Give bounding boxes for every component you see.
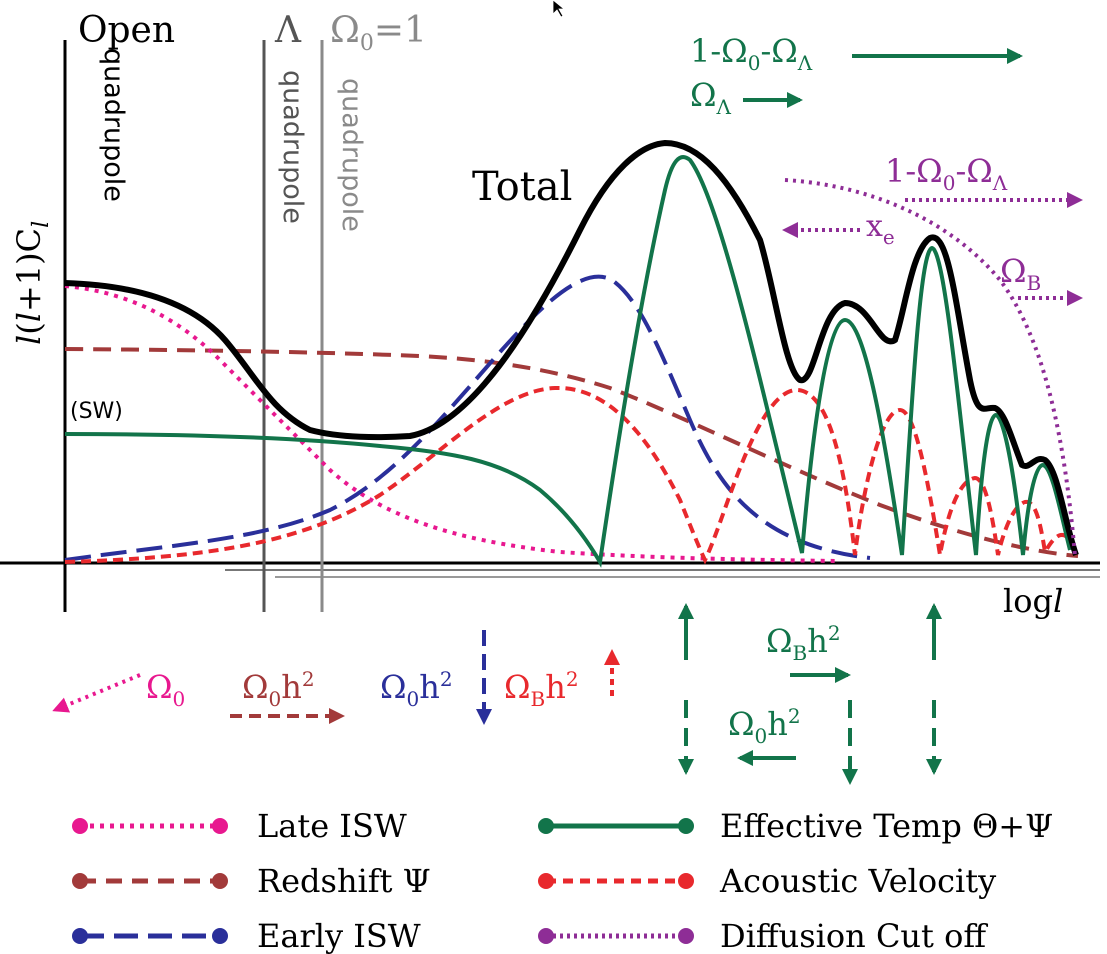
lambda-label: Λ (274, 10, 302, 51)
total-curve (64, 139, 1079, 556)
omega0h2-brown: Ω0h2 (242, 667, 315, 711)
one-minus-omega0-omegalambda-purple: 1-Ω0-ΩΛ (885, 152, 1008, 195)
x-axis-label: logl (1003, 582, 1063, 620)
omega-lambda-green: ΩΛ (690, 76, 732, 119)
legend-item-diffusion: Diffusion Cut off (538, 917, 988, 954)
legend-label-effective-temp: Effective Temp Θ+Ψ (720, 807, 1053, 845)
effective-temp-curve (64, 155, 1072, 568)
legend: Late ISW Redshift Ψ Early ISW Effective … (72, 807, 1053, 954)
xe-label: xe (866, 209, 895, 249)
early-isw-curve (64, 274, 871, 562)
legend-label-early-isw: Early ISW (257, 917, 421, 954)
legend-label-acoustic-velocity: Acoustic Velocity (719, 862, 996, 900)
omegabh2-green: ΩBh2 (766, 621, 841, 665)
omega0h2-blue: Ω0h2 (380, 667, 453, 711)
legend-item-late-isw: Late ISW (72, 807, 407, 845)
arrow-down-left-icon (52, 673, 141, 713)
redshift-curve (64, 347, 1079, 558)
open-label: Open (78, 10, 175, 51)
late-isw-curve (64, 284, 841, 563)
acoustic-velocity-curve (64, 385, 1072, 565)
sw-label: (SW) (70, 399, 123, 424)
omegabh2-red: ΩBh2 (504, 667, 579, 711)
legend-label-redshift: Redshift Ψ (257, 862, 431, 900)
legend-label-diffusion: Diffusion Cut off (720, 917, 988, 954)
quadrupole-flat-label: quadrupole (336, 78, 367, 232)
diffusion-cutoff-curve (784, 178, 1077, 557)
y-axis-label: l(l+1)Cl (10, 221, 54, 345)
omega0h2-green: Ω0h2 (728, 704, 801, 748)
quadrupole-open-label: quadrupole (98, 48, 129, 202)
legend-item-early-isw: Early ISW (72, 917, 421, 954)
legend-item-acoustic-velocity: Acoustic Velocity (538, 862, 996, 900)
legend-item-effective-temp: Effective Temp Θ+Ψ (538, 807, 1053, 845)
omega0-label: Ω0=1 (330, 10, 427, 56)
omega0-magenta: Ω0 (146, 668, 185, 711)
quadrupole-lambda-label: quadrupole (277, 70, 308, 224)
arrow-cursor-icon (552, 0, 566, 18)
legend-item-redshift: Redshift Ψ (72, 862, 431, 900)
omega-b-purple: ΩB (1000, 252, 1041, 295)
legend-label-late-isw: Late ISW (257, 807, 407, 845)
one-minus-omega0-omegalambda-green: 1-Ω0-ΩΛ (690, 32, 813, 75)
total-label: Total (472, 164, 572, 210)
